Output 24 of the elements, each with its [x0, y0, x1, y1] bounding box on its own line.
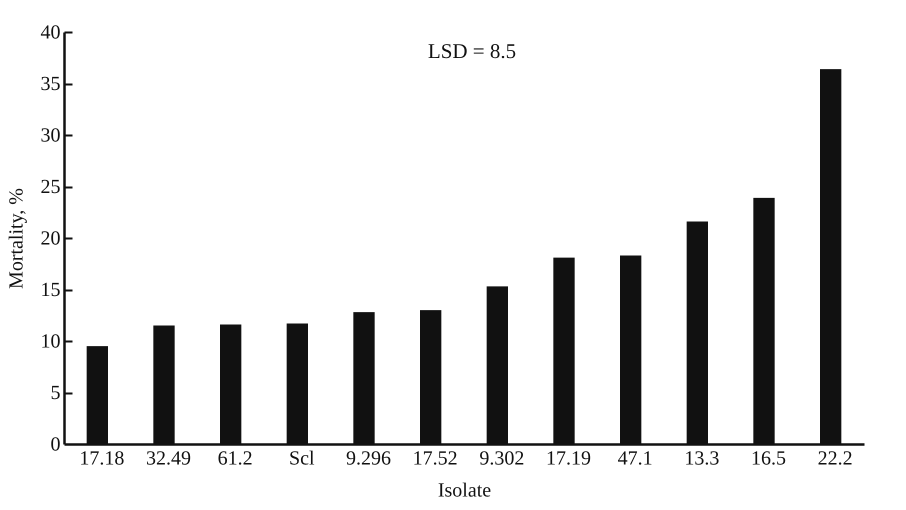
- y-tick-label: 20: [40, 228, 60, 250]
- x-axis-title: Isolate: [438, 480, 492, 502]
- x-tick-label: 32.49: [146, 448, 191, 470]
- x-tick-label: Scl: [289, 448, 316, 470]
- y-tick-label: 35: [40, 73, 60, 95]
- x-tick-label: 9.296: [346, 448, 391, 470]
- y-tick-label: 15: [40, 279, 60, 301]
- x-tick-label: 13.3: [684, 448, 720, 470]
- annotation: LSD = 8.5: [428, 39, 516, 63]
- x-tick-label: 17.18: [79, 448, 124, 470]
- y-tick-label: 30: [40, 124, 60, 146]
- y-tick-label: 0: [50, 434, 60, 456]
- x-tick-label: 22.2: [818, 448, 853, 470]
- x-tick-label: 17.52: [412, 448, 458, 470]
- y-tick-label: 5: [50, 382, 60, 404]
- x-tick-label: 9.302: [479, 448, 524, 470]
- x-tick-label: 17.19: [546, 448, 591, 470]
- x-tick-label: 61.2: [218, 448, 253, 470]
- y-tick-label: 40: [40, 22, 60, 44]
- y-tick-label: 10: [40, 330, 60, 352]
- x-tick-label: 47.1: [618, 448, 653, 470]
- y-axis-title: Mortality, %: [6, 188, 28, 289]
- x-tick-label: 16.5: [751, 448, 786, 470]
- y-tick-label: 25: [40, 176, 60, 198]
